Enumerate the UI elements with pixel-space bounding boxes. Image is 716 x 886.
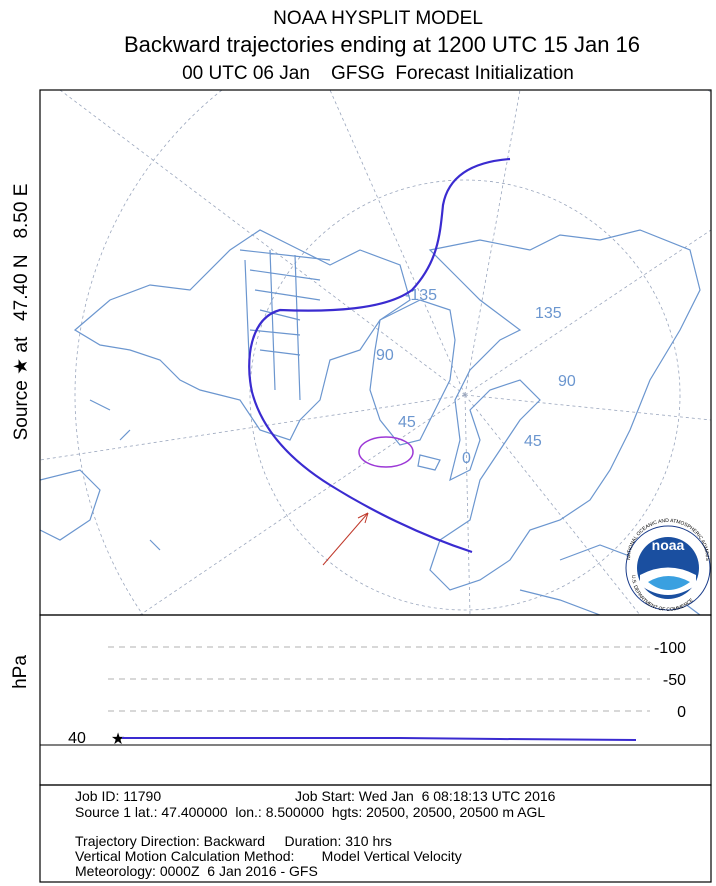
y-tick-label: -50 [663,672,686,689]
info-line: Job ID: 11790 [75,788,161,804]
info-line: Meteorology: 0000Z 6 Jan 2016 - GFS [75,863,318,879]
logo-ring-top-path: NATIONAL OCEANIC AND ATMOSPHERIC ADMINIS… [40,90,710,562]
grid-label: 90 [376,347,394,364]
noaa-logo: noaa NATIONAL OCEANIC AND ATMOSPHERIC AD… [40,90,711,613]
map: -135 135 90 90 45 45 0 noaa NATIONAL OCE… [40,90,711,615]
source-label: Source ★ at 47.40 N 8.50 E [11,184,32,441]
source-star: ★ [111,731,125,748]
start-height: 40 [68,730,86,747]
highlight-ellipse [358,436,414,468]
grid-label: 90 [558,373,576,390]
vertical-axis-label: hPa [10,655,31,689]
y-tick-label: 0 [677,704,686,721]
trajectory-height [122,737,637,741]
init: 00 UTC 06 Jan GFSG Forecast Initializati… [182,63,574,84]
arrow [322,512,369,566]
arrow-head [357,512,369,524]
y-tick-label: -100 [654,640,686,657]
info-line: Vertical Motion Calculation Method: Mode… [75,848,462,864]
logo-text: noaa [652,537,685,553]
vertical-panel: hPa 40 ★ -100 -50 0 [10,614,712,786]
info-line: Job Start: Wed Jan 6 08:18:13 UTC 2016 [295,788,556,804]
info-line: Source 1 lat.: 47.400000 lon.: 8.500000 … [75,804,545,820]
grid-label: 135 [535,305,562,322]
grid-label: -135 [405,287,437,304]
grid-label: 45 [398,414,416,431]
grid-labels: -135 135 90 90 45 45 0 [376,287,576,467]
subtitle: Backward trajectories ending at 1200 UTC… [124,32,640,57]
grid-label: 45 [524,433,542,450]
title: NOAA HYSPLIT MODEL [273,8,483,29]
trajectory [248,157,511,554]
info-line: Trajectory Direction: Backward Duration:… [75,833,392,849]
grid-label: 0 [462,450,471,467]
logo-ring-top: NATIONAL OCEANIC AND ATMOSPHERIC ADMINIS… [40,90,710,562]
info-box: Job ID: 11790 Job Start: Wed Jan 6 08:18… [39,784,712,883]
